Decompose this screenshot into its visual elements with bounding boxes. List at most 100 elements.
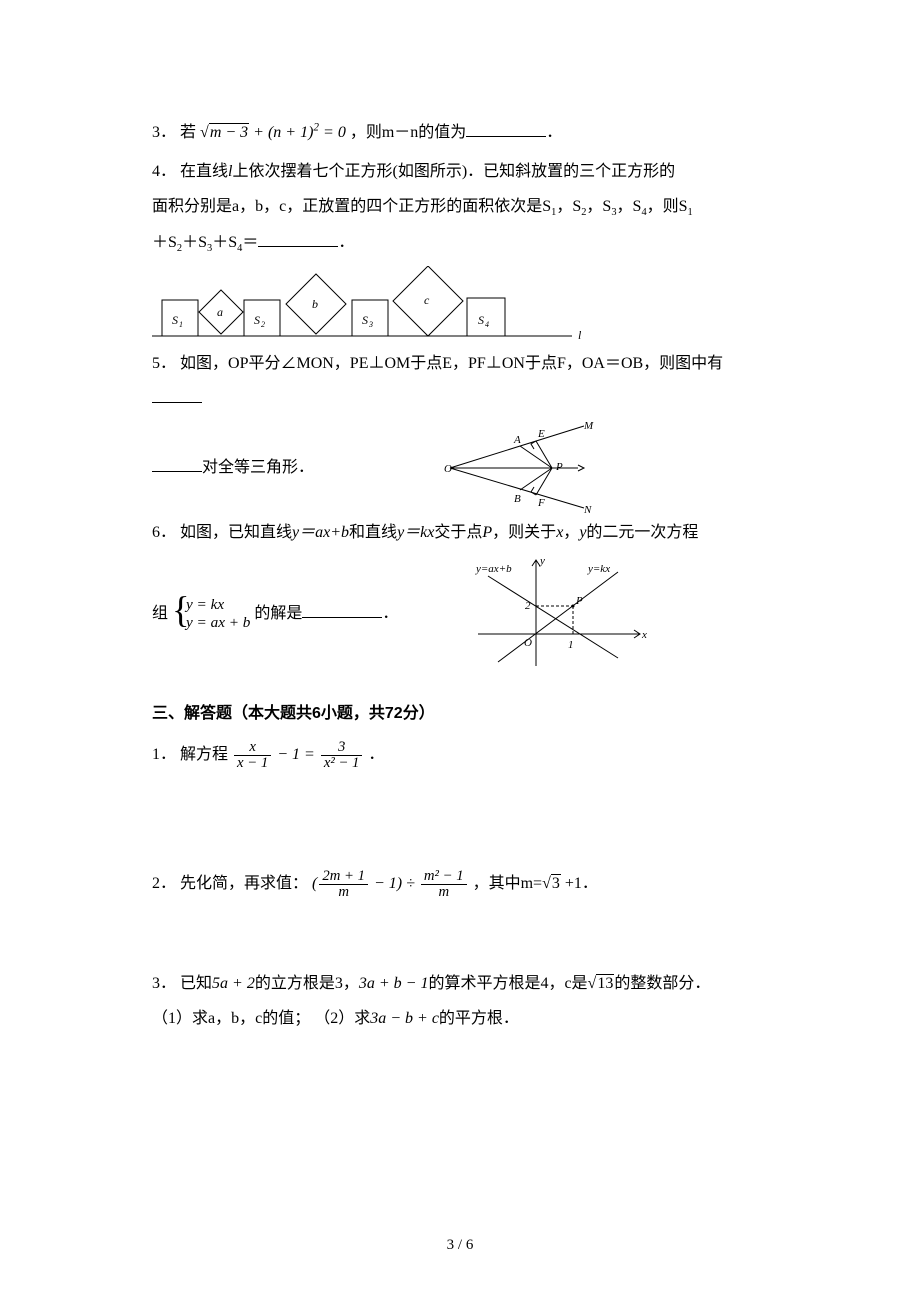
svg-text:c: c (424, 293, 430, 307)
p2-suffix: +1． (561, 875, 598, 892)
q6-l1f: 的二元一次方程 (586, 524, 698, 541)
p2-f2n: m² − 1 (421, 869, 467, 885)
q3-paren: n + 1 (273, 124, 308, 141)
p3-sqrt: 13 (596, 974, 614, 992)
svg-text:y=kx: y=kx (587, 563, 610, 575)
q6-l1c: 交于点 (434, 524, 482, 541)
q3-suffix: ． (546, 124, 562, 141)
q5-number: 5． (152, 355, 176, 372)
q4-l3b: ＋S (182, 234, 207, 251)
p3-number: 3． (152, 975, 176, 992)
p3-l1d: 的整数部分． (614, 975, 710, 992)
p1-f2n: 3 (321, 740, 363, 756)
q3-mid: ，则m－n的值为 (350, 124, 466, 141)
p1-frac2: 3x² − 1 (321, 740, 363, 772)
p1-number: 1． (152, 746, 176, 763)
q6-l2mid: 的解是 (254, 605, 302, 622)
q4-l2a: 面积分别是a，b，c，正放置的四个正方形的面积依次是S (152, 198, 551, 215)
svg-text:N: N (583, 504, 592, 515)
q3-eq: = 0 (319, 124, 346, 141)
p1-f1n: x (234, 740, 271, 756)
q4-l3c: ＋S (212, 234, 237, 251)
svg-text:S: S (478, 313, 484, 327)
p1-suffix: ． (368, 746, 384, 763)
sqrt-icon: 13 (588, 966, 615, 1001)
svg-text:b: b (312, 297, 318, 311)
svg-text:S: S (172, 313, 178, 327)
q6-sys1: y = kx (186, 596, 250, 614)
q5-line2: 对全等三角形． (152, 450, 314, 485)
q6-l1b: 和直线 (349, 524, 397, 541)
q6-P: P (482, 524, 492, 541)
p2-f1d: m (319, 885, 368, 900)
q3-blank (466, 120, 546, 137)
svg-text:A: A (513, 434, 521, 446)
p2-frac1: 2m + 1m (319, 869, 368, 901)
question-3: 3． 若 m − 3 + (n + 1)2 = 0 ，则m－n的值为． (152, 115, 770, 150)
q4-blank (258, 230, 338, 247)
svg-text:a: a (217, 305, 223, 319)
q4-svg: S1 S2 S3 S4 a b c l (152, 266, 582, 346)
p3-e2: 3a + b − 1 (359, 975, 429, 992)
p2-frac2: m² − 1m (421, 869, 467, 901)
svg-text:S: S (254, 313, 260, 327)
svg-text:B: B (514, 493, 521, 505)
q4-l2b: ，S (556, 198, 581, 215)
q4-l3d: ＝ (242, 234, 258, 251)
gap-2 (152, 906, 770, 966)
svg-text:O: O (444, 463, 452, 475)
question-6: 6． 如图，已知直线y＝ax+b和直线y＝kx交于点P，则关于x，y的二元一次方… (152, 515, 770, 550)
page-footer: 3 / 6 (0, 1229, 920, 1262)
svg-text:4: 4 (485, 320, 489, 329)
p3-l1b: 的立方根是3， (255, 975, 359, 992)
svg-text:x: x (641, 629, 647, 641)
gap-1 (152, 776, 770, 866)
p2-f1n: 2m + 1 (319, 869, 368, 885)
svg-text:O: O (524, 637, 532, 649)
q4-l1b: 上依次摆着七个正方形(如图所示)．已知斜放置的三个正方形的 (232, 163, 675, 180)
q6-row: 组 y = kx y = ax + b 的解是． (152, 554, 770, 674)
svg-text:P: P (555, 461, 563, 473)
problem-3: 3． 已知5a + 2的立方根是3，3a + b − 1的算术平方根是4，c是1… (152, 966, 770, 1036)
q4-number: 4． (152, 163, 176, 180)
q3-number: 3． (152, 124, 176, 141)
q4-figure: S1 S2 S3 S4 a b c l (152, 266, 770, 346)
p2-mid2: ，其中m= (473, 875, 542, 892)
q5-row: 对全等三角形． O M N (152, 420, 770, 515)
svg-text:F: F (537, 497, 545, 509)
p2-open: ( (312, 875, 317, 892)
q6-kx: y＝kx (397, 524, 434, 541)
svg-text:P: P (575, 595, 583, 607)
p2-mid: − 1) ÷ (370, 875, 419, 892)
p1-prefix: 解方程 (180, 746, 228, 763)
q3-prefix: 若 (180, 124, 196, 141)
q6-l1e: ， (563, 524, 579, 541)
svg-text:2: 2 (261, 320, 265, 329)
q6-system: y = kx y = ax + b (172, 596, 250, 632)
page: 3． 若 m − 3 + (n + 1)2 = 0 ，则m－n的值为． 4． 在… (0, 0, 920, 1302)
q6-l1d: ，则关于 (492, 524, 556, 541)
q6-l2pre: 组 (152, 605, 168, 622)
p1-f1d: x − 1 (234, 756, 271, 771)
svg-text:M: M (583, 420, 594, 432)
svg-text:1: 1 (568, 639, 574, 651)
svg-text:2: 2 (525, 600, 531, 612)
svg-text:E: E (537, 428, 545, 440)
q4-l1a: 在直线 (180, 163, 228, 180)
svg-text:y: y (539, 555, 545, 567)
svg-text:1: 1 (179, 320, 183, 329)
q6-figure: O x y 1 2 P y=ax+b y=kx (468, 554, 653, 674)
svg-text:S: S (362, 313, 368, 327)
p2-f2d: m (421, 885, 467, 900)
q5-l2suf: 对全等三角形． (202, 459, 314, 476)
p3-l1a: 已知 (180, 975, 212, 992)
svg-text:l: l (578, 328, 582, 342)
svg-text:y=ax+b: y=ax+b (475, 563, 512, 575)
p3-l2a: （1）求a，b，c的值； （2）求 (152, 1010, 370, 1027)
p1-mid: − 1 = (277, 746, 319, 763)
sqrt-icon: m − 3 (200, 115, 249, 150)
q4-l2c: ，S (586, 198, 611, 215)
q6-sys2: y = ax + b (186, 614, 250, 632)
q4-l2e: ，则S (647, 198, 688, 215)
p3-e1: 5a + 2 (212, 975, 255, 992)
